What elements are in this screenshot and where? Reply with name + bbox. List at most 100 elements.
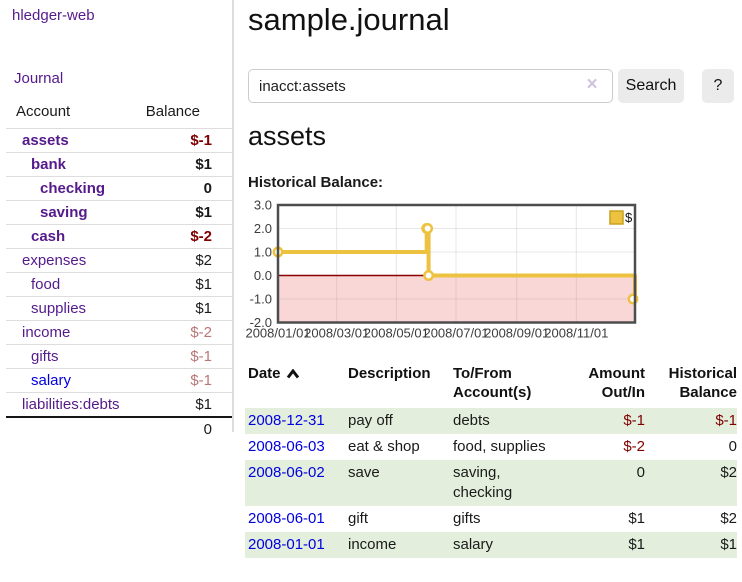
main-content: sample.journal × Search ? assets Histori… [245,0,742,582]
y-tick-label: -2.0 [250,315,272,330]
x-tick-label: 2008/09/01 [484,326,549,341]
chart-negative-region [278,275,635,323]
register-table-body: 2008-12-31 pay off debts $-1 $-1 2008-06-03 ea… [245,408,737,558]
register-accounts-cell: gifts [453,510,481,527]
register-amount-cell: $-1 [623,412,645,429]
account-link[interactable]: checking [40,180,106,197]
search-form: × Search ? [248,69,742,103]
accounts-header-balance: Balance [145,103,200,120]
register-row: 2008-06-02 save saving, checking 0 $2 [245,460,737,506]
account-link[interactable]: saving [40,204,88,221]
x-tick-label: 2008/01/01 [245,326,310,341]
accounts-table-body: assets $-1 bank $1 checking 0 saving $1 cash $-2 e… [6,128,232,417]
register-header-row: Date Description To/From Account(s) Amou… [245,364,737,408]
app-title-link[interactable]: hledger-web [12,7,95,24]
register-description-cell: pay off [348,412,393,429]
register-table: Date Description To/From Account(s) Amou… [245,364,737,558]
x-tick-label: 2008/05/01 [364,326,429,341]
y-tick-label: 2.0 [254,221,272,236]
transaction-date-link[interactable]: 2008-12-31 [248,412,325,429]
accounts-total-balance: 0 [128,416,232,441]
y-tick-label: 1.0 [254,245,272,260]
account-link[interactable]: gifts [31,348,59,365]
account-heading: assets [248,121,327,151]
account-link[interactable]: assets [22,132,69,149]
sidebar-item-journal[interactable]: Journal [14,70,64,87]
account-link[interactable]: liabilities:debts [22,396,120,413]
register-amount-cell: $-2 [623,438,645,455]
register-amount-cell: $1 [628,510,645,527]
register-accounts-cell: salary [453,536,494,553]
legend-swatch [609,210,624,225]
chart-label: Historical Balance: [248,174,384,191]
y-tick-label: 3.0 [254,198,272,213]
help-button[interactable]: ? [702,69,734,103]
x-tick-label: 2008/07/01 [423,326,488,341]
register-header-description: Description [348,365,431,382]
account-row: expenses $2 [6,248,232,273]
account-row: food $1 [6,272,232,297]
account-balance: $-2 [128,320,232,345]
accounts-total-row: 0 [6,416,232,441]
sidebar: hledger-web Journal Account Balance asse… [0,0,232,582]
account-row: salary $-1 [6,368,232,393]
register-balance-cell: $-1 [715,412,737,429]
account-row: checking 0 [6,176,232,201]
register-balance-cell: $2 [720,464,737,481]
register-amount-cell: 0 [636,464,645,481]
account-balance: $-1 [128,368,232,393]
account-link[interactable]: bank [31,156,67,173]
transaction-date-link[interactable]: 2008-06-01 [248,510,325,527]
account-link[interactable]: cash [31,228,66,245]
register-header-balance: Historical Balance [668,365,737,401]
accounts-header-account: Account [16,103,71,120]
register-row: 2008-01-01 income salary $1 $1 [245,532,737,558]
account-row: income $-2 [6,320,232,345]
register-balance-cell: $2 [720,510,737,527]
register-accounts-cell: food, supplies [453,438,546,455]
y-tick-label: 0.0 [254,268,272,283]
account-row: cash $-2 [6,224,232,249]
account-link[interactable]: food [31,276,61,293]
transaction-date-link[interactable]: 2008-06-02 [248,464,325,481]
register-description-cell: eat & shop [348,438,420,455]
register-row: 2008-06-03 eat & shop food, supplies $-2 0 [245,434,737,460]
account-balance: 0 [128,176,232,201]
register-amount-cell: $1 [628,536,645,553]
clear-search-icon[interactable]: × [586,74,598,95]
account-balance: $-2 [128,224,232,249]
account-link[interactable]: supplies [31,300,87,317]
account-row: gifts $-1 [6,344,232,369]
transaction-date-link[interactable]: 2008-06-03 [248,438,325,455]
register-header-date[interactable]: Date [245,364,345,408]
register-date-cell: 2008-12-31 [245,408,345,434]
page-title: sample.journal [248,2,450,37]
search-button[interactable]: Search [618,69,684,103]
account-link[interactable]: expenses [22,252,87,269]
chart-marker [423,270,435,281]
account-balance: $1 [128,392,232,417]
sidebar-divider [232,0,234,432]
account-row: liabilities:debts $1 [6,392,232,417]
chart-marker [422,223,434,234]
chart-border [276,203,637,324]
register-description-cell: save [348,464,380,481]
historical-balance-chart: 3.0 2.0 1.0 0.0 -1.0 -2.0 2008/01/01 2008/03/01… [245,198,639,345]
account-row: supplies $1 [6,296,232,321]
account-row: saving $1 [6,200,232,225]
account-link[interactable]: income [22,324,71,341]
register-date-cell: 2008-06-03 [245,434,345,460]
account-balance: $-1 [128,128,232,153]
register-accounts-cell: saving, checking [453,464,513,501]
register-balance-cell: $1 [720,536,737,553]
chevron-up-icon [286,365,300,384]
register-description-cell: gift [348,510,369,527]
transaction-date-link[interactable]: 2008-01-01 [248,536,325,553]
account-row: bank $1 [6,152,232,177]
account-link[interactable]: salary [31,372,72,389]
account-row: assets $-1 [6,128,232,153]
account-balance: $1 [128,200,232,225]
register-row: 2008-06-01 gift gifts $1 $2 [245,506,737,532]
search-input[interactable] [248,69,613,103]
register-balance-cell: 0 [728,438,737,455]
